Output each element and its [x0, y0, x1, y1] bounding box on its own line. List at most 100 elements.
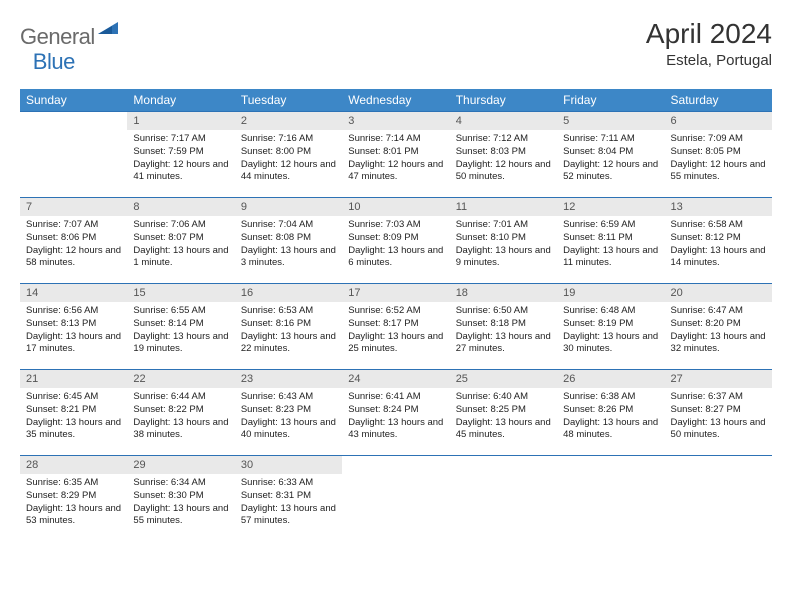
daylight-text: Daylight: 13 hours and 50 minutes. — [671, 417, 766, 443]
daylight-text: Daylight: 13 hours and 22 minutes. — [241, 331, 336, 357]
day-cell — [20, 130, 127, 198]
sunrise-text: Sunrise: 6:53 AM — [241, 305, 336, 318]
day-number — [450, 456, 557, 475]
day-cell: Sunrise: 6:40 AMSunset: 8:25 PMDaylight:… — [450, 388, 557, 456]
day-number: 25 — [450, 370, 557, 389]
day-cell: Sunrise: 6:50 AMSunset: 8:18 PMDaylight:… — [450, 302, 557, 370]
day-number: 5 — [557, 112, 664, 131]
sunrise-text: Sunrise: 6:59 AM — [563, 219, 658, 232]
day-number: 14 — [20, 284, 127, 303]
day-number: 30 — [235, 456, 342, 475]
day-number: 27 — [665, 370, 772, 389]
daylight-text: Daylight: 12 hours and 50 minutes. — [456, 159, 551, 185]
dayname-mon: Monday — [127, 89, 234, 112]
day-number: 13 — [665, 198, 772, 217]
day-number — [557, 456, 664, 475]
daylight-text: Daylight: 13 hours and 53 minutes. — [26, 503, 121, 529]
day-cell: Sunrise: 7:06 AMSunset: 8:07 PMDaylight:… — [127, 216, 234, 284]
daylight-text: Daylight: 13 hours and 25 minutes. — [348, 331, 443, 357]
daylight-text: Daylight: 12 hours and 55 minutes. — [671, 159, 766, 185]
daylight-text: Daylight: 13 hours and 9 minutes. — [456, 245, 551, 271]
day-number: 24 — [342, 370, 449, 389]
sunrise-text: Sunrise: 7:14 AM — [348, 133, 443, 146]
sunrise-text: Sunrise: 6:56 AM — [26, 305, 121, 318]
sunrise-text: Sunrise: 7:06 AM — [133, 219, 228, 232]
sunrise-text: Sunrise: 7:09 AM — [671, 133, 766, 146]
day-header-row: Sunday Monday Tuesday Wednesday Thursday… — [20, 89, 772, 112]
sunrise-text: Sunrise: 6:55 AM — [133, 305, 228, 318]
daynum-row: 21222324252627 — [20, 370, 772, 389]
sunset-text: Sunset: 8:27 PM — [671, 404, 766, 417]
day-cell — [450, 474, 557, 541]
day-cell: Sunrise: 6:43 AMSunset: 8:23 PMDaylight:… — [235, 388, 342, 456]
sunrise-text: Sunrise: 6:52 AM — [348, 305, 443, 318]
logo-text-general: General — [20, 24, 95, 50]
title-block: April 2024 Estela, Portugal — [646, 18, 772, 69]
sunrise-text: Sunrise: 7:04 AM — [241, 219, 336, 232]
day-cell — [557, 474, 664, 541]
sunset-text: Sunset: 8:09 PM — [348, 232, 443, 245]
daylight-text: Daylight: 13 hours and 19 minutes. — [133, 331, 228, 357]
daynum-row: 78910111213 — [20, 198, 772, 217]
calendar-page: General April 2024 Estela, Portugal Gene… — [0, 0, 792, 551]
sunset-text: Sunset: 8:20 PM — [671, 318, 766, 331]
dayname-sat: Saturday — [665, 89, 772, 112]
day-number: 7 — [20, 198, 127, 217]
content-row: Sunrise: 6:35 AMSunset: 8:29 PMDaylight:… — [20, 474, 772, 541]
sunrise-text: Sunrise: 6:58 AM — [671, 219, 766, 232]
sunset-text: Sunset: 8:13 PM — [26, 318, 121, 331]
month-title: April 2024 — [646, 18, 772, 50]
sunset-text: Sunset: 8:31 PM — [241, 490, 336, 503]
daylight-text: Daylight: 13 hours and 17 minutes. — [26, 331, 121, 357]
daylight-text: Daylight: 13 hours and 14 minutes. — [671, 245, 766, 271]
sunrise-text: Sunrise: 6:50 AM — [456, 305, 551, 318]
sunset-text: Sunset: 8:08 PM — [241, 232, 336, 245]
day-cell: Sunrise: 7:12 AMSunset: 8:03 PMDaylight:… — [450, 130, 557, 198]
day-cell: Sunrise: 7:17 AMSunset: 7:59 PMDaylight:… — [127, 130, 234, 198]
dayname-thu: Thursday — [450, 89, 557, 112]
content-row: Sunrise: 6:56 AMSunset: 8:13 PMDaylight:… — [20, 302, 772, 370]
day-number: 19 — [557, 284, 664, 303]
logo: General — [20, 24, 118, 50]
sunset-text: Sunset: 8:17 PM — [348, 318, 443, 331]
day-number: 17 — [342, 284, 449, 303]
day-number — [665, 456, 772, 475]
day-number: 6 — [665, 112, 772, 131]
daylight-text: Daylight: 13 hours and 40 minutes. — [241, 417, 336, 443]
location-text: Estela, Portugal — [646, 52, 772, 69]
day-number — [20, 112, 127, 131]
daynum-row: 123456 — [20, 112, 772, 131]
daylight-text: Daylight: 13 hours and 32 minutes. — [671, 331, 766, 357]
day-cell: Sunrise: 6:53 AMSunset: 8:16 PMDaylight:… — [235, 302, 342, 370]
day-cell: Sunrise: 7:14 AMSunset: 8:01 PMDaylight:… — [342, 130, 449, 198]
sunrise-text: Sunrise: 6:45 AM — [26, 391, 121, 404]
sunset-text: Sunset: 8:25 PM — [456, 404, 551, 417]
sunrise-text: Sunrise: 6:33 AM — [241, 477, 336, 490]
sunset-text: Sunset: 8:29 PM — [26, 490, 121, 503]
sunrise-text: Sunrise: 6:37 AM — [671, 391, 766, 404]
sunrise-text: Sunrise: 6:40 AM — [456, 391, 551, 404]
day-cell: Sunrise: 7:16 AMSunset: 8:00 PMDaylight:… — [235, 130, 342, 198]
sunrise-text: Sunrise: 6:43 AM — [241, 391, 336, 404]
day-cell: Sunrise: 7:09 AMSunset: 8:05 PMDaylight:… — [665, 130, 772, 198]
day-cell: Sunrise: 6:37 AMSunset: 8:27 PMDaylight:… — [665, 388, 772, 456]
sunrise-text: Sunrise: 7:03 AM — [348, 219, 443, 232]
day-number: 2 — [235, 112, 342, 131]
day-number: 11 — [450, 198, 557, 217]
daylight-text: Daylight: 13 hours and 30 minutes. — [563, 331, 658, 357]
dayname-wed: Wednesday — [342, 89, 449, 112]
dayname-sun: Sunday — [20, 89, 127, 112]
sunset-text: Sunset: 8:00 PM — [241, 146, 336, 159]
day-cell: Sunrise: 7:11 AMSunset: 8:04 PMDaylight:… — [557, 130, 664, 198]
day-number: 18 — [450, 284, 557, 303]
day-cell: Sunrise: 7:04 AMSunset: 8:08 PMDaylight:… — [235, 216, 342, 284]
sunset-text: Sunset: 7:59 PM — [133, 146, 228, 159]
day-cell: Sunrise: 6:44 AMSunset: 8:22 PMDaylight:… — [127, 388, 234, 456]
day-cell — [342, 474, 449, 541]
logo-mark-icon — [98, 20, 118, 41]
daylight-text: Daylight: 13 hours and 11 minutes. — [563, 245, 658, 271]
day-cell: Sunrise: 6:45 AMSunset: 8:21 PMDaylight:… — [20, 388, 127, 456]
day-number: 12 — [557, 198, 664, 217]
sunset-text: Sunset: 8:06 PM — [26, 232, 121, 245]
sunrise-text: Sunrise: 7:16 AM — [241, 133, 336, 146]
